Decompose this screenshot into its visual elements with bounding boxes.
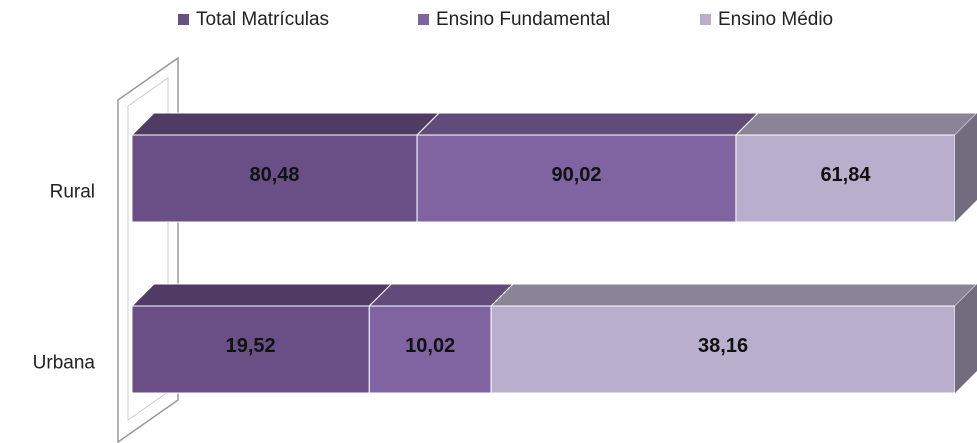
bar-top xyxy=(130,112,441,136)
legend-swatch xyxy=(178,14,189,25)
data-label: 10,02 xyxy=(405,335,455,357)
bar-front xyxy=(735,134,956,223)
category-label: Rural xyxy=(50,182,95,203)
bar-segment xyxy=(415,112,760,223)
bar-segment xyxy=(368,283,515,394)
legend-label: Total Matrículas xyxy=(196,9,329,30)
bar-top xyxy=(415,112,760,136)
bar-segment xyxy=(489,283,977,394)
bar-segment xyxy=(130,283,393,394)
legend-label: Ensino Fundamental xyxy=(436,9,610,30)
bar-top xyxy=(734,112,977,136)
bar-top xyxy=(368,283,515,307)
data-label: 19,52 xyxy=(226,335,276,357)
legend-swatch xyxy=(700,14,711,25)
bar-front xyxy=(368,305,492,394)
bar-segment xyxy=(130,112,441,223)
category-label: Urbana xyxy=(33,353,96,374)
bar-top xyxy=(130,283,393,307)
bar-side xyxy=(955,113,977,222)
bar-segment xyxy=(734,112,977,223)
bar-front xyxy=(131,305,370,394)
bar-front xyxy=(131,134,418,223)
data-label: 61,84 xyxy=(820,164,871,186)
legend-swatch xyxy=(418,14,429,25)
bar-side xyxy=(955,284,977,393)
bar-front xyxy=(490,305,956,394)
data-label: 38,16 xyxy=(698,335,748,357)
data-label: 80,48 xyxy=(250,164,300,186)
data-label: 90,02 xyxy=(551,164,601,186)
bar-front xyxy=(416,134,737,223)
bar-top xyxy=(489,283,977,307)
legend-label: Ensino Médio xyxy=(718,9,833,30)
